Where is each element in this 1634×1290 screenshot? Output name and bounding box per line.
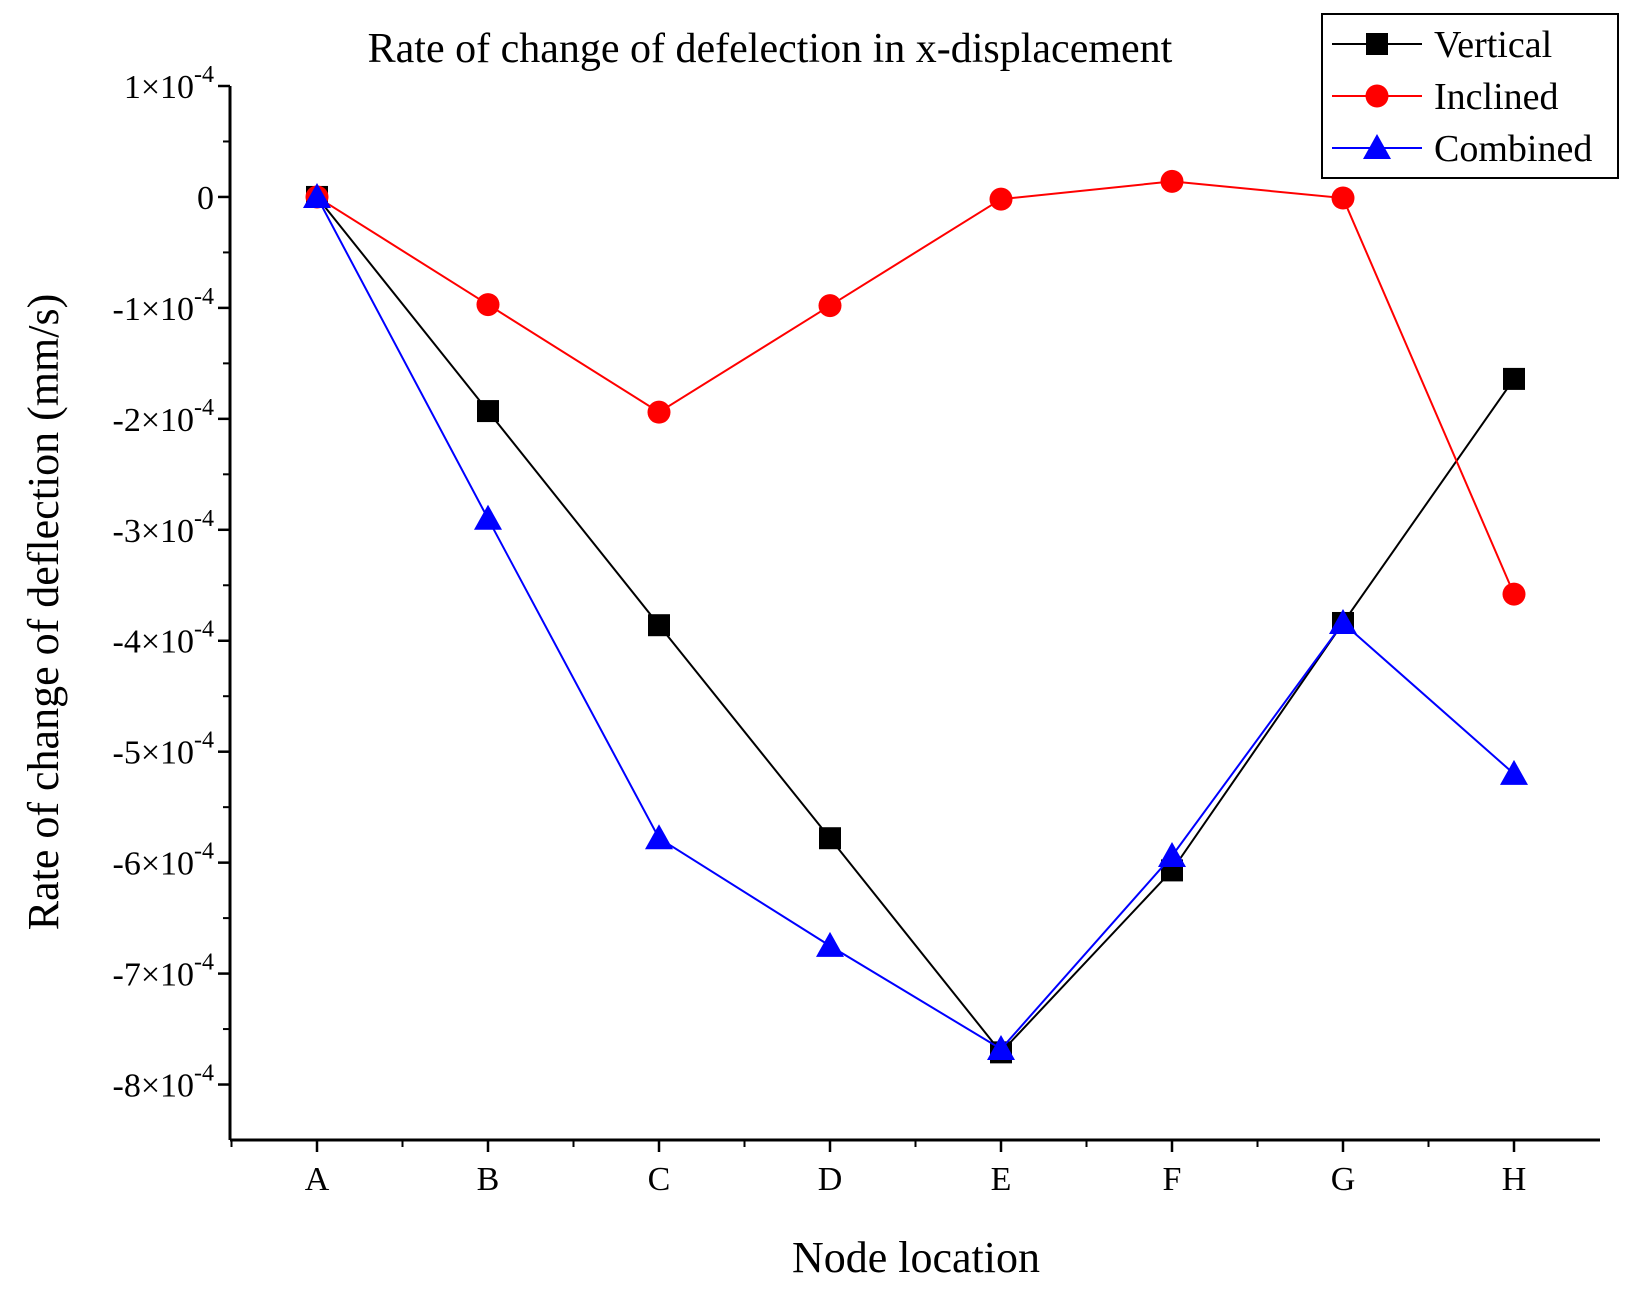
series-line-inclined (316, 180, 1515, 595)
y-tick-label: 1×10-4 (124, 62, 214, 106)
series-inclined (305, 169, 1526, 606)
y-tick-label: -7×10-4 (113, 950, 215, 994)
x-tick-label: B (477, 1161, 500, 1198)
legend-marker-circle (1365, 84, 1389, 108)
x-tick-label: H (1502, 1161, 1527, 1198)
data-point-combined (1158, 841, 1186, 867)
data-point-inclined (647, 400, 671, 424)
data-point-vertical (819, 827, 841, 850)
data-point-vertical (477, 400, 499, 423)
legend-item: Combined (1332, 128, 1592, 170)
legend-marker-triangle (1363, 134, 1391, 159)
data-point-combined (816, 931, 844, 957)
legend-item: Vertical (1332, 24, 1552, 66)
axes (228, 86, 1600, 1142)
y-axis-title: Rate of change of deflection (mm/s) (19, 294, 68, 931)
x-tick-label: A (305, 1161, 330, 1198)
x-tick-label: E (991, 1161, 1012, 1198)
legend-label: Vertical (1434, 24, 1552, 66)
x-tick-label: D (818, 1161, 843, 1198)
data-point-combined (645, 824, 673, 850)
series-combined (303, 182, 1528, 1061)
data-point-combined (1329, 608, 1357, 634)
data-point-inclined (818, 294, 842, 318)
data-point-combined (303, 182, 331, 208)
data-point-inclined (989, 187, 1013, 211)
y-tick-label: 0 (197, 180, 214, 217)
data-point-vertical (1503, 367, 1525, 390)
y-tick-label: -8×10-4 (113, 1061, 215, 1105)
data-point-combined (474, 504, 502, 530)
x-tick-label: G (1331, 1161, 1356, 1198)
chart-title: Rate of change of defelection in x-displ… (368, 26, 1173, 72)
series-line-combined (316, 196, 1515, 1051)
legend-label: Combined (1434, 128, 1592, 170)
data-point-inclined (1502, 582, 1526, 606)
y-tick-label: -6×10-4 (113, 839, 215, 883)
data-point-vertical (648, 614, 670, 637)
data-point-combined (1500, 759, 1528, 785)
data-point-combined (987, 1035, 1015, 1061)
legend-label: Inclined (1434, 76, 1559, 118)
legend: Vertical Inclined Combined (1321, 13, 1619, 179)
y-tick-label: -1×10-4 (113, 284, 215, 328)
data-point-inclined (1331, 186, 1355, 210)
y-tick-label: -3×10-4 (113, 506, 215, 550)
y-axis-ticks: 1×10-4 0 -1×10-4 -2×10-4 -3×10-4 -4×10-4 -5×10… (113, 62, 230, 1105)
y-tick-label: -4×10-4 (113, 617, 215, 661)
legend-marker-square (1366, 33, 1388, 55)
x-axis-ticks: A B C D E F G H (230, 1140, 1527, 1198)
legend-item: Inclined (1332, 76, 1559, 118)
y-tick-label: -5×10-4 (113, 728, 215, 772)
x-axis-title: Node location (792, 1233, 1040, 1282)
y-tick-label: -2×10-4 (113, 395, 215, 439)
data-point-inclined (1160, 169, 1184, 193)
x-tick-label: C (648, 1161, 671, 1198)
plot-series (303, 169, 1528, 1064)
data-point-inclined (476, 293, 500, 317)
x-tick-label: F (1163, 1161, 1182, 1198)
series-line-vertical (316, 196, 1515, 1054)
